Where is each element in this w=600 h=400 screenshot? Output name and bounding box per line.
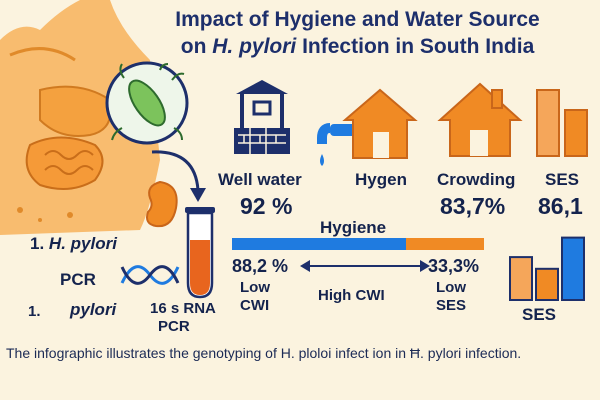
dna-icon xyxy=(120,265,180,285)
title-suffix: Infection in South India xyxy=(296,35,535,58)
factor-label-well: Well water xyxy=(218,170,302,189)
left-item1-number: 1. xyxy=(30,234,45,253)
hygiene-right-value: 33,3% xyxy=(428,256,480,276)
well-icon xyxy=(234,80,290,154)
left-item1-text: H. pylori xyxy=(48,234,117,253)
arrow-icon xyxy=(151,150,206,202)
title-italic: H. pylori xyxy=(212,35,297,58)
hygiene-left-value: 88,2 % xyxy=(232,256,289,276)
left-item2-text: pylori xyxy=(70,300,117,319)
left-item1: 1. H. pylori xyxy=(30,234,117,254)
ses-bar-2 xyxy=(561,236,585,302)
hygiene-bar-fill xyxy=(232,238,406,250)
title-line-1: Impact of Hygiene and Water Source xyxy=(175,8,540,31)
title-line-2: on H. pylori Infection in South India xyxy=(120,33,595,60)
bar-chart-icon xyxy=(536,89,588,157)
title-prefix: on xyxy=(180,35,213,58)
caption: The infographic illustrates the genotypi… xyxy=(6,345,522,361)
torso-illustration xyxy=(0,0,160,235)
house-icon xyxy=(342,88,418,159)
factor-label-crowding: Crowding xyxy=(437,170,516,189)
ses-chart xyxy=(509,236,585,302)
hygiene-right-label-2: SES xyxy=(436,297,467,314)
hygiene-bar xyxy=(232,238,484,250)
ses-chart-label: SES xyxy=(522,305,557,324)
test-tube-icon xyxy=(185,207,215,299)
hygiene-left-label-2: CWI xyxy=(240,297,270,314)
double-arrow-icon xyxy=(300,260,430,272)
bacteria-icon xyxy=(105,61,189,145)
page-title: Impact of Hygiene and Water Source on H.… xyxy=(120,6,595,60)
crowding-house-icon xyxy=(437,82,523,157)
ses-bar-0 xyxy=(509,256,533,301)
factor-value-crowding: 83,7% xyxy=(440,193,506,219)
left-item2-number: 1. xyxy=(28,303,41,320)
factor-label-ses: SES xyxy=(545,170,580,189)
hygiene-middle-label: High CWI xyxy=(318,287,385,304)
ses-bar-1 xyxy=(535,267,559,301)
kidney-icon xyxy=(146,180,178,228)
hygiene-label: Hygiene xyxy=(320,218,387,237)
hygiene-left-label-1: Low xyxy=(240,279,270,296)
hygiene-right-label-1: Low xyxy=(436,279,466,296)
rna-line-2: PCR xyxy=(158,318,190,335)
factor-label-hygen: Hygen xyxy=(355,170,407,189)
factor-value-well: 92 % xyxy=(240,193,293,219)
factor-value-ses: 86,1 xyxy=(538,193,583,219)
rna-line-1: 16 s RNA xyxy=(150,300,216,317)
pcr-label: PCR xyxy=(60,270,96,289)
